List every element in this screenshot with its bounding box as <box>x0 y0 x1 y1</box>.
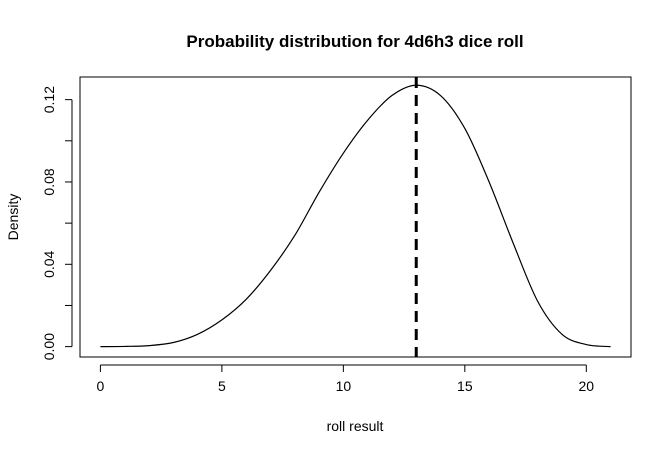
y-tick-label: 0.08 <box>41 168 57 195</box>
chart-title: Probability distribution for 4d6h3 dice … <box>186 32 523 51</box>
x-tick-label: 20 <box>579 378 595 394</box>
density-curve <box>100 84 611 348</box>
x-tick-label: 10 <box>336 378 352 394</box>
plot-frame <box>79 76 632 358</box>
x-tick-label: 0 <box>97 378 105 394</box>
x-tick-label: 5 <box>218 378 226 394</box>
y-axis-label: Density <box>5 194 21 241</box>
y-tick-label: 0.00 <box>41 333 57 360</box>
y-tick-label: 0.12 <box>41 86 57 113</box>
y-axis: 0.00 0.04 0.08 0.12 <box>41 86 73 360</box>
y-tick-label: 0.04 <box>41 250 57 277</box>
x-axis: 0 5 10 15 20 <box>97 364 595 394</box>
x-axis-label: roll result <box>327 418 384 434</box>
x-tick-label: 15 <box>457 378 473 394</box>
